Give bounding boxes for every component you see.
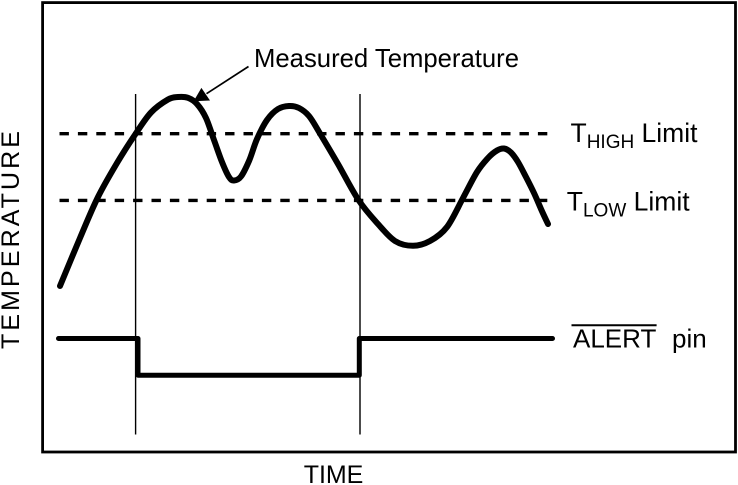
svg-text:pin: pin — [672, 324, 707, 354]
svg-text:TLOW Limit: TLOW Limit — [567, 187, 690, 222]
svg-text:TIME: TIME — [304, 461, 364, 485]
svg-text:ALERT: ALERT — [573, 324, 656, 354]
svg-text:TEMPERATURE: TEMPERATURE — [0, 131, 25, 349]
svg-text:THIGH Limit: THIGH Limit — [571, 118, 699, 153]
svg-text:Measured Temperature: Measured Temperature — [254, 43, 519, 73]
